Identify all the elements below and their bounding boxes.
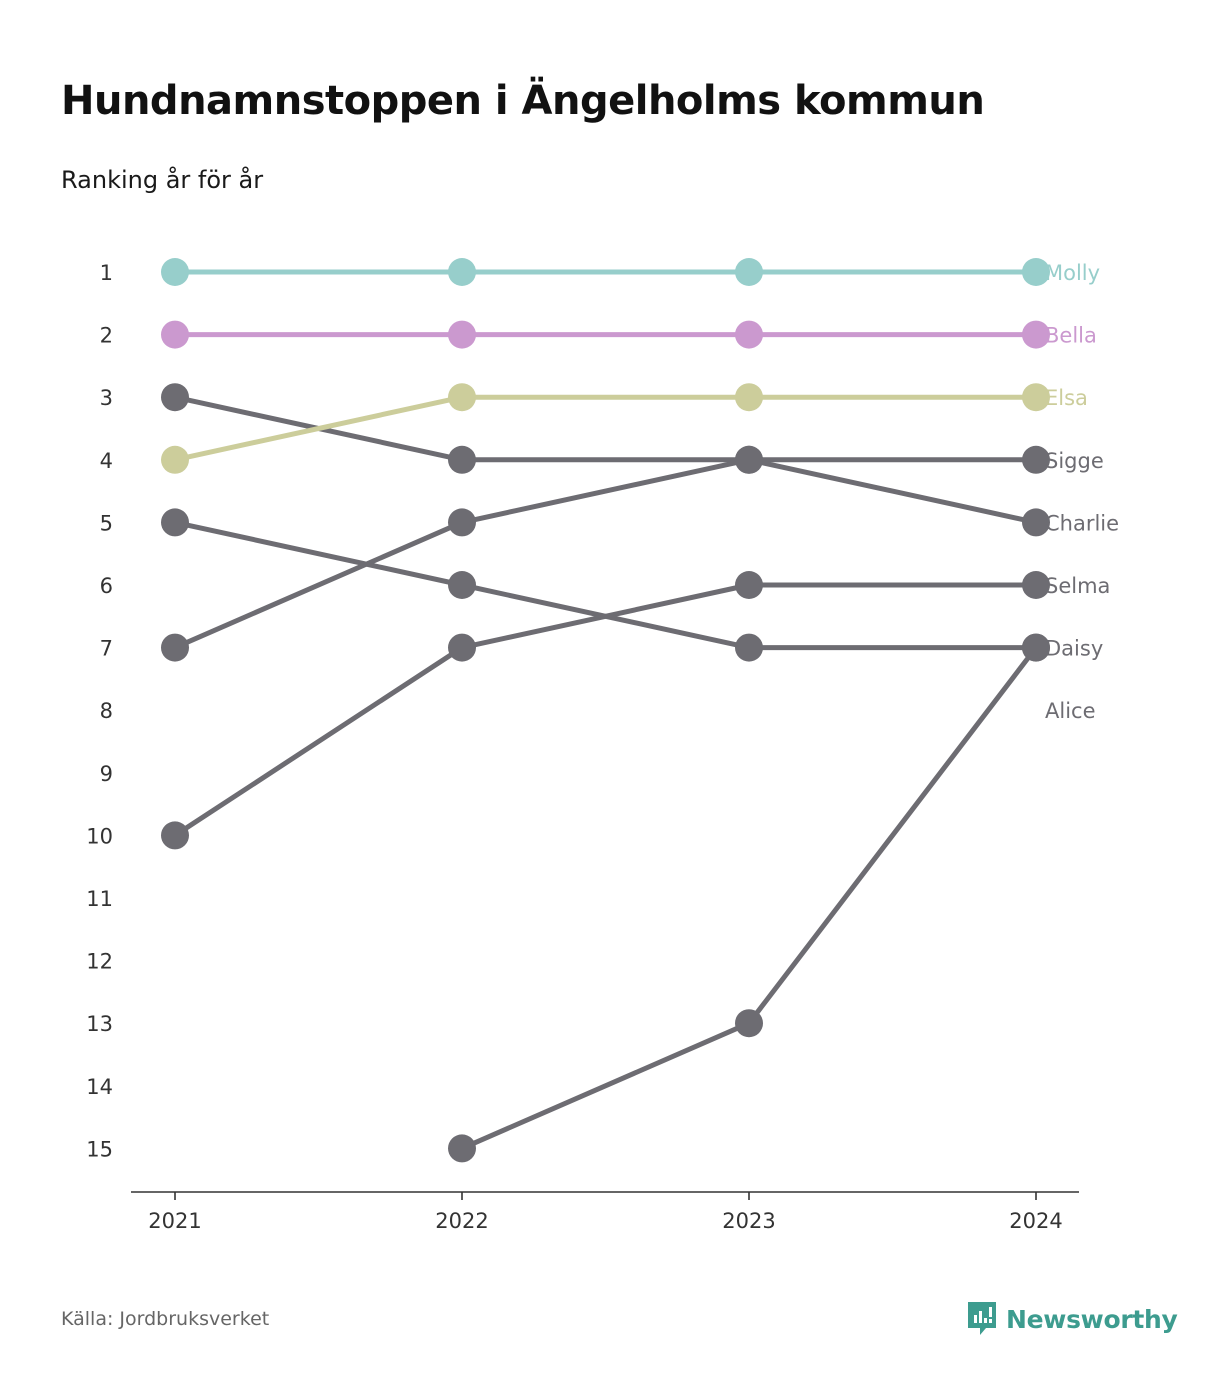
x-tick-label-2021: 2021 xyxy=(148,1209,201,1233)
series-line-sigge xyxy=(174,394,1036,463)
point-sigge-2022 xyxy=(448,445,476,474)
y-tick-label-1: 1 xyxy=(100,261,113,285)
series-label-selma: Selma xyxy=(1045,574,1110,598)
point-elsa-2022 xyxy=(448,383,476,412)
series-bella xyxy=(161,320,1050,349)
chart-subtitle: Ranking år för år xyxy=(61,166,264,194)
source-note: Källa: Jordbruksverket xyxy=(61,1308,270,1330)
y-tick-label-8: 8 xyxy=(100,699,113,723)
point-charlie-2022 xyxy=(448,508,476,537)
x-axis: 2021 2022 2023 2024 xyxy=(131,1191,1079,1233)
point-alice-2023 xyxy=(735,1009,763,1038)
brand-logo: Newsworthy xyxy=(966,1300,1178,1338)
point-charlie-2023 xyxy=(735,445,763,474)
series-alice xyxy=(448,633,1050,1163)
series-line-elsa xyxy=(174,394,1036,463)
series-line-alice xyxy=(461,646,1038,1151)
point-molly-2024 xyxy=(1022,258,1050,286)
point-daisy-2023 xyxy=(735,633,763,662)
y-tick-label-5: 5 xyxy=(100,511,113,535)
y-tick-label-4: 4 xyxy=(100,449,113,473)
series-charlie xyxy=(161,445,1050,662)
point-daisy-2022 xyxy=(448,571,476,599)
y-tick-label-3: 3 xyxy=(100,386,113,410)
series-elsa xyxy=(161,383,1050,474)
series-label-daisy: Daisy xyxy=(1045,637,1103,661)
series-line-daisy xyxy=(174,519,1036,651)
newsworthy-logo-icon xyxy=(968,1302,996,1335)
series-line-selma xyxy=(173,582,1036,838)
y-tick-label-10: 10 xyxy=(86,824,113,848)
point-bella-2024 xyxy=(1022,320,1050,349)
y-tick-label-7: 7 xyxy=(100,637,113,661)
series-labels: Molly Bella Elsa Sigge Charlie Selma Daisy Alic… xyxy=(1045,261,1119,723)
point-molly-2022 xyxy=(448,258,476,286)
point-elsa-2023 xyxy=(735,383,763,412)
series-label-sigge: Sigge xyxy=(1045,449,1104,473)
point-selma-2021 xyxy=(161,821,189,850)
y-tick-label-2: 2 xyxy=(100,324,113,348)
point-molly-2021 xyxy=(161,258,189,286)
point-bella-2023 xyxy=(735,320,763,349)
point-selma-2024 xyxy=(1022,571,1050,599)
point-sigge-2024 xyxy=(1022,445,1050,474)
series-label-molly: Molly xyxy=(1045,261,1100,285)
chart-title: Hundnamnstoppen i Ängelholms kommun xyxy=(61,78,985,124)
series-layer xyxy=(161,258,1050,1163)
series-label-charlie: Charlie xyxy=(1045,511,1119,535)
point-elsa-2021 xyxy=(161,445,189,474)
series-label-bella: Bella xyxy=(1045,324,1097,348)
series-label-alice: Alice xyxy=(1045,699,1096,723)
series-label-elsa: Elsa xyxy=(1045,386,1088,410)
series-daisy xyxy=(161,508,1050,662)
y-tick-label-14: 14 xyxy=(86,1075,113,1099)
point-selma-2023 xyxy=(735,571,763,599)
point-daisy-2021 xyxy=(161,508,189,537)
point-sigge-2021 xyxy=(161,383,189,412)
y-tick-label-11: 11 xyxy=(86,887,113,911)
x-tick-label-2023: 2023 xyxy=(722,1209,775,1233)
y-tick-label-6: 6 xyxy=(100,574,113,598)
y-tick-label-13: 13 xyxy=(86,1012,113,1036)
point-molly-2023 xyxy=(735,258,763,286)
point-elsa-2024 xyxy=(1022,383,1050,412)
series-line-charlie xyxy=(174,457,1037,650)
y-tick-label-9: 9 xyxy=(100,762,113,786)
series-molly xyxy=(161,258,1050,286)
point-alice-2024 xyxy=(1022,633,1050,662)
point-charlie-2024 xyxy=(1022,508,1050,537)
point-bella-2021 xyxy=(161,320,189,349)
x-tick-label-2022: 2022 xyxy=(435,1209,488,1233)
point-selma-2022 xyxy=(448,633,476,662)
x-tick-label-2024: 2024 xyxy=(1009,1209,1062,1233)
y-tick-label-15: 15 xyxy=(86,1137,113,1161)
point-charlie-2021 xyxy=(161,633,189,662)
y-tick-label-12: 12 xyxy=(86,950,113,974)
point-alice-2022 xyxy=(448,1134,476,1163)
point-bella-2022 xyxy=(448,320,476,349)
brand-name: Newsworthy xyxy=(1006,1304,1178,1334)
